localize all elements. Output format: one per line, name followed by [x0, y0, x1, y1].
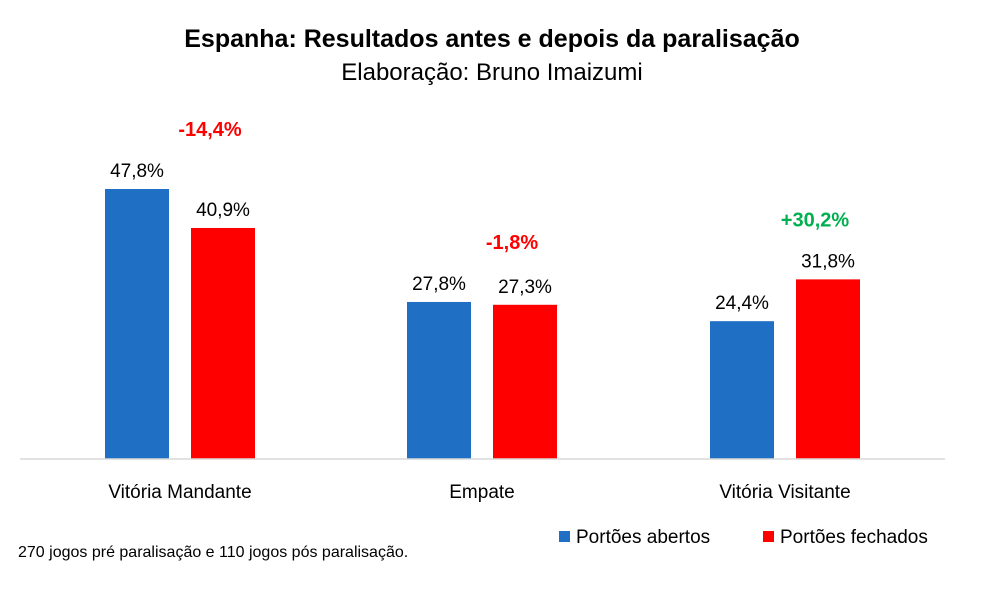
chart-title: Espanha: Resultados antes e depois da pa…	[184, 25, 800, 53]
bar-fechados-1	[493, 304, 557, 459]
bars-group: 47,8% 40,9% -14,4% 27,8% 27,3% -1,8% 24,4% 31,8…	[105, 119, 860, 459]
change-label: +30,2%	[781, 209, 850, 231]
legend-swatch	[559, 531, 570, 542]
bar-abertos-2	[710, 321, 774, 459]
legend-swatch	[763, 531, 774, 542]
category-label: Vitória Mandante	[108, 482, 251, 503]
legend: Portões abertos Portões fechados	[559, 527, 928, 548]
category-label: Vitória Visitante	[719, 482, 850, 503]
data-label: 47,8%	[110, 161, 164, 182]
footnote: 270 jogos pré paralisação e 110 jogos pó…	[18, 544, 408, 561]
data-label: 27,3%	[498, 277, 552, 298]
change-label: -1,8%	[486, 232, 538, 254]
data-label: 27,8%	[412, 274, 466, 295]
bar-fechados-2	[796, 279, 860, 459]
category-label: Empate	[449, 482, 514, 503]
bar-fechados-0	[191, 227, 255, 459]
legend-label: Portões abertos	[576, 527, 710, 548]
data-label: 24,4%	[715, 293, 769, 314]
bar-abertos-1	[407, 301, 471, 459]
category-labels: Vitória Mandante Empate Vitória Visitante	[108, 482, 850, 503]
chart-subtitle: Elaboração: Bruno Imaizumi	[341, 59, 642, 86]
change-label: -14,4%	[178, 119, 242, 141]
legend-label: Portões fechados	[780, 527, 928, 548]
data-label: 31,8%	[801, 251, 855, 272]
bar-abertos-0	[105, 189, 169, 459]
data-label: 40,9%	[196, 200, 250, 221]
